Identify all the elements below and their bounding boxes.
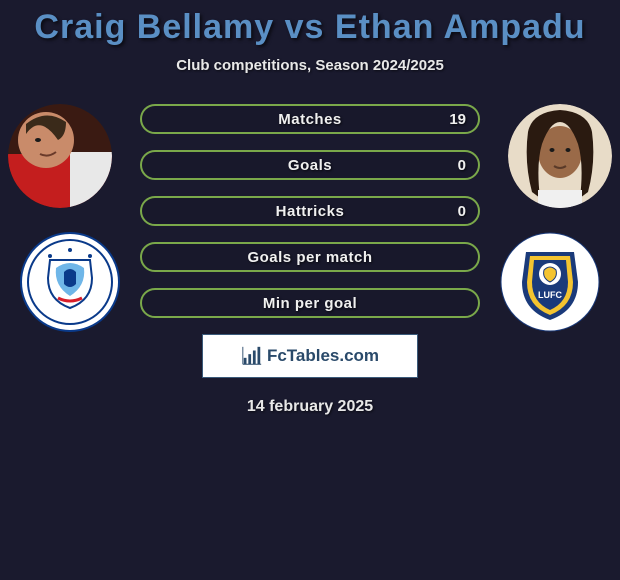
date-label: 14 february 2025 (0, 398, 620, 416)
stat-row-goals-per-match: Goals per match (140, 242, 480, 272)
stat-row-goals: Goals 0 (140, 150, 480, 180)
stat-right-value: 0 (458, 157, 466, 174)
player-right-avatar (508, 104, 612, 208)
stat-label: Hattricks (276, 203, 345, 220)
title-player-left: Craig Bellamy (34, 8, 274, 46)
main-area: LUFC Matches 19 Goals 0 Hattricks 0 (0, 104, 620, 416)
brand-text: FcTables.com (267, 346, 379, 366)
stat-row-hattricks: Hattricks 0 (140, 196, 480, 226)
svg-text:LUFC: LUFC (538, 290, 562, 300)
player-right-crest: LUFC (500, 232, 600, 332)
stat-label: Min per goal (263, 295, 357, 312)
brand-box[interactable]: FcTables.com (202, 334, 418, 378)
stat-label: Goals (288, 157, 332, 174)
title-player-right: Ethan Ampadu (335, 8, 586, 46)
stat-right-value: 0 (458, 203, 466, 220)
stat-row-matches: Matches 19 (140, 104, 480, 134)
comparison-card: Craig Bellamy vs Ethan Ampadu Club compe… (0, 0, 620, 416)
stat-row-min-per-goal: Min per goal (140, 288, 480, 318)
page-title: Craig Bellamy vs Ethan Ampadu (0, 8, 620, 47)
title-vs: vs (285, 8, 325, 46)
stat-right-value: 19 (449, 111, 466, 128)
subtitle: Club competitions, Season 2024/2025 (0, 57, 620, 74)
player-left-avatar (8, 104, 112, 208)
bar-chart-icon (241, 345, 263, 367)
stat-label: Goals per match (247, 249, 372, 266)
stats-list: Matches 19 Goals 0 Hattricks 0 Goals per… (140, 104, 480, 318)
player-left-crest (20, 232, 120, 332)
stat-label: Matches (278, 111, 342, 128)
